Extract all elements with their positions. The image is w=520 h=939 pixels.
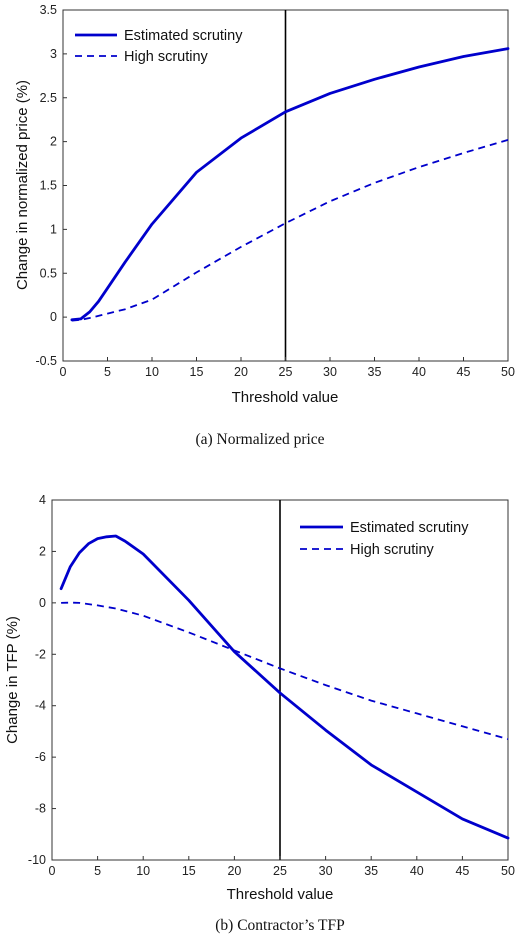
legend-label-estimated: Estimated scrutiny (350, 520, 469, 536)
y-axis-label: Change in TFP (%) (4, 616, 21, 744)
x-tick-label: 0 (60, 365, 67, 379)
legend: Estimated scrutiny High scrutiny (300, 520, 469, 558)
series-line-high-scrutiny (61, 601, 509, 740)
x-tick-label: 10 (145, 365, 159, 379)
x-tick-label: 15 (182, 864, 196, 878)
caption-a: (a) Normalized price (195, 431, 324, 448)
chart-panel-a: 0 5 10 15 20 25 30 35 40 45 50 -0.500.511.522.533.… (14, 3, 515, 448)
legend-label-estimated: Estimated scrutiny (124, 28, 243, 44)
x-tick-label: 20 (234, 365, 248, 379)
x-tick-label: 30 (319, 864, 333, 878)
series-line-high-scrutiny (71, 139, 509, 322)
legend: Estimated scrutiny High scrutiny (75, 28, 243, 65)
x-tick-label: 35 (364, 864, 378, 878)
y-tick-label: 1.5 (40, 179, 57, 193)
y-tick-label: -6 (35, 750, 46, 764)
x-tick-label: 45 (455, 864, 469, 878)
x-tick-label: 30 (323, 365, 337, 379)
y-tick-label: -4 (35, 699, 46, 713)
y-tick-label: 2 (50, 135, 57, 149)
x-tick-label: 0 (49, 864, 56, 878)
y-tick-label: -10 (28, 853, 46, 867)
x-tick-label: 35 (368, 365, 382, 379)
x-tick-label: 15 (190, 365, 204, 379)
legend-label-high: High scrutiny (124, 49, 209, 65)
x-tick-label: 5 (94, 864, 101, 878)
x-tick-label: 25 (279, 365, 293, 379)
y-tick-label: 2 (39, 544, 46, 558)
legend-label-high: High scrutiny (350, 542, 435, 558)
x-tick-label: 5 (104, 365, 111, 379)
y-axis-label: Change in normalized price (%) (14, 80, 31, 290)
x-tick-label: 10 (136, 864, 150, 878)
y-tick-label: -8 (35, 802, 46, 816)
series-line-estimated-scrutiny (70, 47, 510, 322)
x-tick-label: 50 (501, 864, 515, 878)
x-tick-label: 40 (410, 864, 424, 878)
y-tick-label: 0.5 (40, 266, 57, 280)
y-tick-label: 3.5 (40, 3, 57, 17)
y-tick-label: 0 (50, 310, 57, 324)
x-axis-label: Threshold value (232, 389, 339, 406)
y-tick-label: 1 (50, 222, 57, 236)
x-tick-label: 20 (227, 864, 241, 878)
y-tick-label: 2.5 (40, 91, 57, 105)
x-tick-label: 45 (457, 365, 471, 379)
chart-panel-b: 0 5 10 15 20 25 30 35 40 45 50 -10 -8 -6 -4 -2 0 2 4 Thre… (4, 493, 515, 934)
y-tick-label: 3 (50, 47, 57, 61)
x-axis-label: Threshold value (227, 886, 334, 903)
y-tick-label: 0 (39, 596, 46, 610)
x-tick-label: 40 (412, 365, 426, 379)
y-tick-label: -2 (35, 647, 46, 661)
y-tick-label: 4 (39, 493, 46, 507)
y-tick-label: -0.5 (35, 354, 57, 368)
caption-b: (b) Contractor’s TFP (215, 917, 344, 934)
x-tick-label: 50 (501, 365, 515, 379)
series-line-estimated-scrutiny (59, 534, 510, 840)
x-tick-label: 25 (273, 864, 287, 878)
